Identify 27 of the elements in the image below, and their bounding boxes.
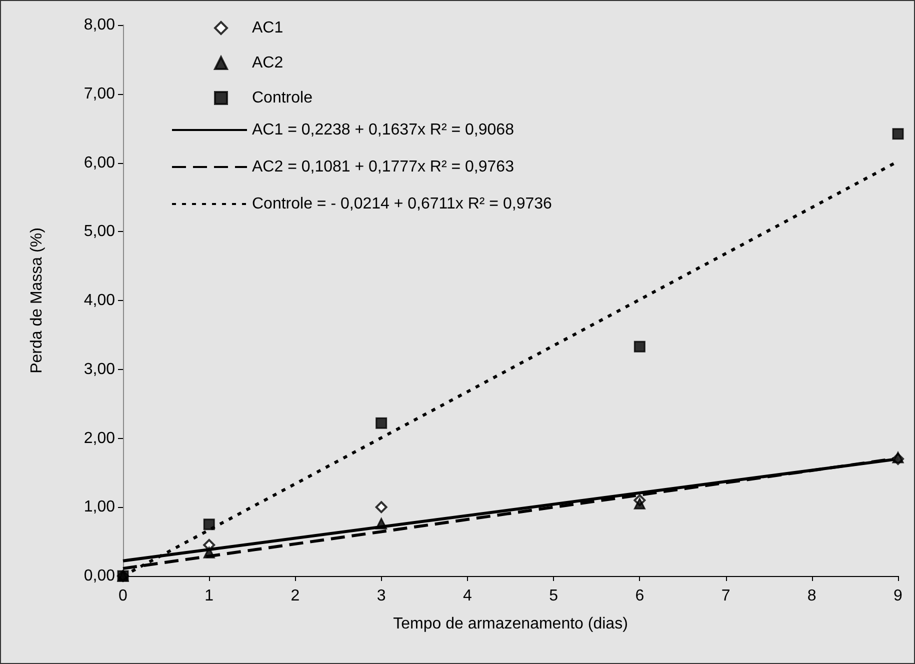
y-tick-label: 0,00 [84, 568, 116, 584]
y-tick-label: 1,00 [84, 498, 116, 516]
y-tick-label: 3,00 [84, 360, 116, 378]
legend-label: Controle [252, 90, 313, 106]
x-tick-label: 0 [118, 588, 128, 604]
y-tick-label: 8,00 [84, 16, 116, 34]
y-tick-label: 5,00 [84, 223, 116, 240]
y-tick-label: 4,00 [84, 292, 116, 309]
y-axis-title: Perda de Massa (%) [28, 228, 46, 374]
y-tick-label: 6,00 [84, 154, 116, 172]
legend-label: Controle = - 0,0214 + 0,6711x R² = 0,9736 [252, 196, 552, 212]
legend-label: AC1 [252, 20, 284, 36]
y-tick-label: 2,00 [84, 430, 116, 447]
x-tick-label: 4 [462, 588, 472, 604]
legend-label: AC2 [252, 54, 284, 72]
x-tick-label: 3 [376, 588, 386, 604]
x-tick-label: 8 [807, 588, 816, 604]
x-tick-label: 1 [204, 588, 214, 604]
x-tick-label: 2 [290, 588, 300, 604]
x-tick-label: 6 [635, 588, 644, 604]
x-tick-label: 7 [721, 588, 730, 604]
x-axis-title: Tempo de armazenamento (dias) [393, 616, 628, 632]
x-tick-label: 9 [894, 588, 903, 604]
legend-label: AC1 = 0,2238 + 0,1637x R² = 0,9068 [252, 122, 514, 138]
legend-label: AC2 = 0,1081 + 0,1777x R² = 0,9763 [252, 158, 514, 176]
x-tick-label: 5 [549, 588, 558, 604]
y-tick-label: 7,00 [84, 85, 116, 102]
